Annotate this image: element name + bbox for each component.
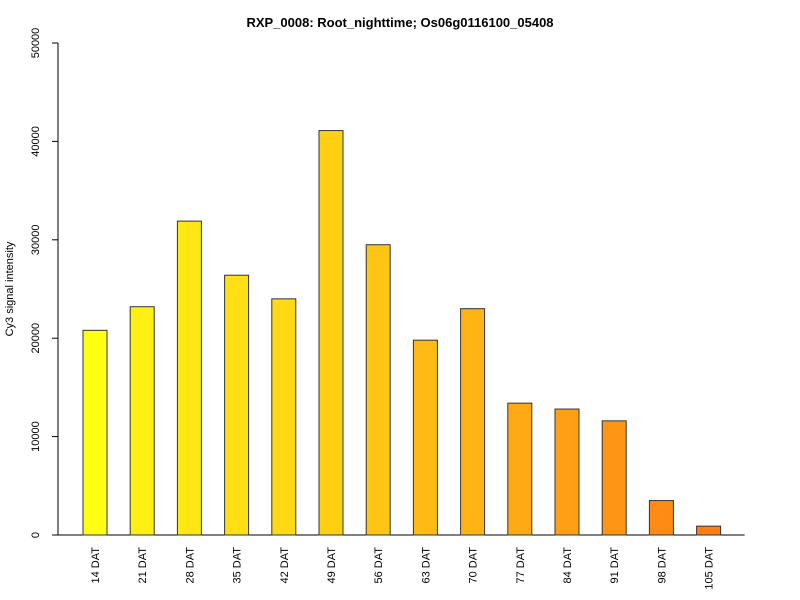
x-tick-label: 56 DAT — [373, 547, 385, 584]
y-tick-label: 10000 — [30, 421, 42, 452]
x-tick-label: 84 DAT — [562, 547, 574, 584]
x-tick-label: 91 DAT — [609, 547, 621, 584]
bar — [696, 525, 722, 536]
bar — [224, 274, 250, 536]
bar — [601, 420, 627, 536]
bar — [176, 220, 202, 536]
bar — [554, 408, 580, 536]
bar — [460, 308, 486, 536]
bar — [82, 329, 108, 536]
y-tick-label: 0 — [30, 532, 42, 538]
x-axis-labels: 14 DAT 21 DAT 28 DAT 35 DAT 42 DAT 49 DAT 56 D… — [90, 547, 716, 590]
bar — [365, 244, 391, 536]
bar — [318, 130, 344, 536]
y-axis-ticks: 0 10000 20000 30000 40000 50000 — [30, 28, 58, 538]
x-tick-label: 98 DAT — [656, 547, 668, 584]
x-tick-label: 14 DAT — [90, 547, 102, 584]
x-tick-label: 21 DAT — [137, 547, 149, 584]
x-tick-label: 49 DAT — [326, 547, 338, 584]
x-tick-label: 70 DAT — [468, 547, 480, 584]
x-tick-label: 35 DAT — [232, 547, 244, 584]
bars-group — [82, 130, 722, 536]
y-tick-label: 50000 — [30, 28, 42, 59]
x-tick-label: 105 DAT — [704, 547, 716, 590]
bar — [271, 298, 297, 536]
y-tick-label: 30000 — [30, 225, 42, 256]
bar — [412, 339, 438, 536]
x-tick-label: 77 DAT — [515, 547, 527, 584]
y-tick-label: 40000 — [30, 126, 42, 157]
x-tick-label: 63 DAT — [420, 547, 432, 584]
y-axis-label: Cy3 signal intensity — [4, 241, 16, 336]
bar — [129, 306, 155, 536]
bar — [507, 402, 533, 536]
x-tick-label: 42 DAT — [279, 547, 291, 584]
x-tick-label: 28 DAT — [184, 547, 196, 584]
chart-title: RXP_0008: Root_nighttime; Os06g0116100_0… — [246, 15, 553, 30]
bar — [648, 500, 674, 536]
y-tick-label: 20000 — [30, 323, 42, 354]
